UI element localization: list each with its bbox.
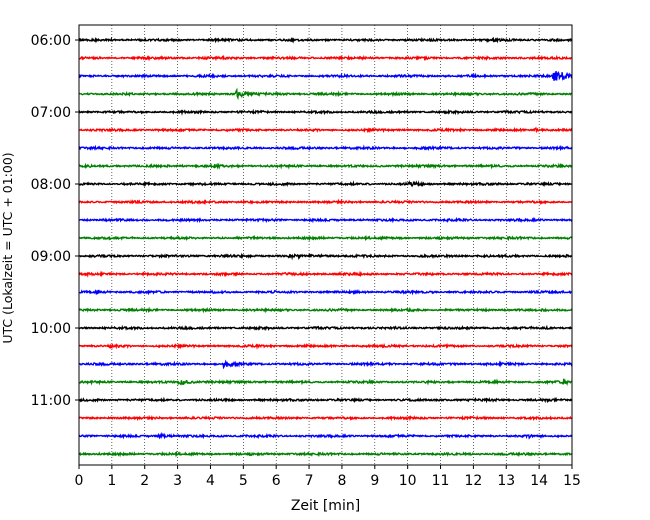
x-tick-label: 6 xyxy=(272,473,281,489)
trace-1030 xyxy=(78,359,573,370)
y-tick-label: 11:00 xyxy=(31,393,71,409)
y-tick-label: 06:00 xyxy=(31,33,71,49)
x-tick-label: 12 xyxy=(464,473,482,489)
trace-0945 xyxy=(78,306,573,314)
y-axis-label: UTC (Lokalzeit = UTC + 01:00) xyxy=(0,152,15,343)
x-tick-label: 13 xyxy=(497,473,515,489)
x-tick-label: 8 xyxy=(337,473,346,489)
trace-0930 xyxy=(78,288,573,296)
x-axis-label: Zeit [min] xyxy=(291,498,360,514)
trace-1115 xyxy=(78,414,573,422)
trace-1145 xyxy=(78,450,573,458)
trace-0600 xyxy=(78,36,573,44)
trace-1100 xyxy=(78,396,573,404)
x-tick-label: 9 xyxy=(370,473,379,489)
trace-1045 xyxy=(78,378,573,387)
y-tick-label: 08:00 xyxy=(31,177,71,193)
plot-background xyxy=(79,25,572,465)
y-tick-label: 10:00 xyxy=(31,321,71,337)
x-tick-label: 2 xyxy=(140,473,149,489)
x-tick-label: 1 xyxy=(107,473,116,489)
x-tick-label: 7 xyxy=(305,473,314,489)
x-axis: 0 1 2 3 4 5 6 7 8 9 10 11 12 13 14 15 xyxy=(75,465,581,489)
trace-0815 xyxy=(78,198,573,206)
trace-0900 xyxy=(78,252,573,261)
plot-frame xyxy=(78,24,573,466)
trace-0645 xyxy=(78,87,573,101)
y-axis: 06:00 07:00 08:00 09:00 10:00 11:00 xyxy=(31,33,79,409)
y-tick-label: 07:00 xyxy=(31,105,71,121)
trace-0845 xyxy=(78,234,573,242)
vertical-grid xyxy=(111,25,540,465)
trace-0830 xyxy=(78,216,573,224)
trace-0800 xyxy=(78,180,573,188)
x-tick-label: 3 xyxy=(173,473,182,489)
trace-1015 xyxy=(78,342,573,350)
x-tick-label: 10 xyxy=(399,473,417,489)
trace-1000 xyxy=(78,324,573,332)
x-tick-label: 0 xyxy=(75,473,84,489)
trace-0615 xyxy=(78,54,573,62)
trace-1130 xyxy=(78,431,573,440)
trace-group xyxy=(78,36,573,458)
trace-0730 xyxy=(78,144,573,152)
trace-0700 xyxy=(78,108,573,116)
trace-0715 xyxy=(78,126,573,134)
trace-0630 xyxy=(78,70,573,81)
trace-0915 xyxy=(78,270,573,278)
x-tick-label: 11 xyxy=(432,473,450,489)
x-tick-label: 14 xyxy=(530,473,548,489)
y-tick-label: 09:00 xyxy=(31,249,71,265)
x-tick-label: 4 xyxy=(206,473,215,489)
x-tick-label: 5 xyxy=(239,473,248,489)
trace-0745 xyxy=(78,162,573,170)
x-tick-label: 15 xyxy=(563,473,581,489)
